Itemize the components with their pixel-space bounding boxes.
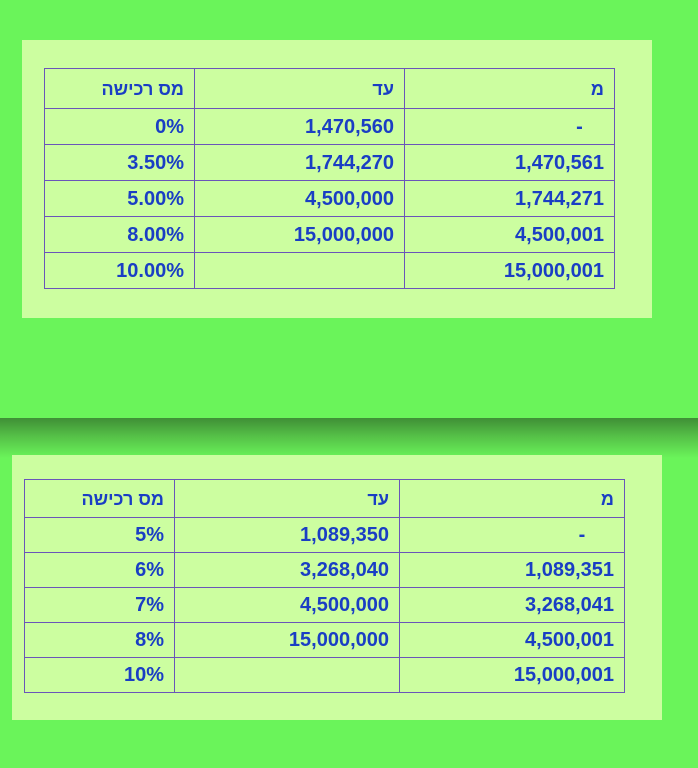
header-to: עד — [174, 479, 400, 518]
tax-rate-cell: 5.00% — [44, 180, 195, 217]
to-cell: 15,000,000 — [194, 216, 405, 253]
table-row: 7% 4,500,000 3,268,041 — [24, 587, 625, 623]
to-cell — [194, 252, 405, 289]
tax-rate-cell: 3.50% — [44, 144, 195, 181]
from-cell: - — [404, 108, 615, 145]
table-row: 5% 1,089,350 - — [24, 517, 625, 553]
table-row: 6% 3,268,040 1,089,351 — [24, 552, 625, 588]
table-row: 10.00% 15,000,001 — [44, 252, 615, 289]
to-cell: 15,000,000 — [174, 622, 400, 658]
table-row: 0% 1,470,560 - — [44, 108, 615, 145]
background-shadow-band — [0, 418, 698, 458]
from-cell: 3,268,041 — [399, 587, 625, 623]
header-to: עד — [194, 68, 405, 109]
from-cell: 15,000,001 — [399, 657, 625, 693]
tax-rate-cell: 10% — [24, 657, 175, 693]
tax-rate-cell: 0% — [44, 108, 195, 145]
purchase-tax-table-2: מס רכישה עד מ 5% 1,089,350 - 6% 3,268,04… — [24, 479, 625, 693]
header-from: מ — [399, 479, 625, 518]
tax-rate-cell: 7% — [24, 587, 175, 623]
header-tax-rate: מס רכישה — [44, 68, 195, 109]
header-from: מ — [404, 68, 615, 109]
table-header-row: מס רכישה עד מ — [44, 68, 615, 109]
table-row: 5.00% 4,500,000 1,744,271 — [44, 180, 615, 217]
from-cell: 1,744,271 — [404, 180, 615, 217]
table-row: 10% 15,000,001 — [24, 657, 625, 693]
to-cell: 3,268,040 — [174, 552, 400, 588]
tax-table-panel-1: מס רכישה עד מ 0% 1,470,560 - 3.50% 1,744… — [22, 40, 652, 318]
to-cell: 1,470,560 — [194, 108, 405, 145]
tax-rate-cell: 5% — [24, 517, 175, 553]
to-cell: 4,500,000 — [174, 587, 400, 623]
from-cell: 4,500,001 — [399, 622, 625, 658]
to-cell: 4,500,000 — [194, 180, 405, 217]
from-cell: 15,000,001 — [404, 252, 615, 289]
header-tax-rate: מס רכישה — [24, 479, 175, 518]
tax-rate-cell: 10.00% — [44, 252, 195, 289]
tax-rate-cell: 8.00% — [44, 216, 195, 253]
table-row: 8% 15,000,000 4,500,001 — [24, 622, 625, 658]
tax-rate-cell: 6% — [24, 552, 175, 588]
from-cell: - — [399, 517, 625, 553]
to-cell — [174, 657, 400, 693]
table-row: 3.50% 1,744,270 1,470,561 — [44, 144, 615, 181]
table-header-row: מס רכישה עד מ — [24, 479, 625, 518]
from-cell: 1,470,561 — [404, 144, 615, 181]
tax-table-panel-2: מס רכישה עד מ 5% 1,089,350 - 6% 3,268,04… — [12, 455, 662, 720]
from-cell: 1,089,351 — [399, 552, 625, 588]
table-row: 8.00% 15,000,000 4,500,001 — [44, 216, 615, 253]
to-cell: 1,744,270 — [194, 144, 405, 181]
tax-rate-cell: 8% — [24, 622, 175, 658]
purchase-tax-table-1: מס רכישה עד מ 0% 1,470,560 - 3.50% 1,744… — [44, 68, 615, 289]
to-cell: 1,089,350 — [174, 517, 400, 553]
from-cell: 4,500,001 — [404, 216, 615, 253]
